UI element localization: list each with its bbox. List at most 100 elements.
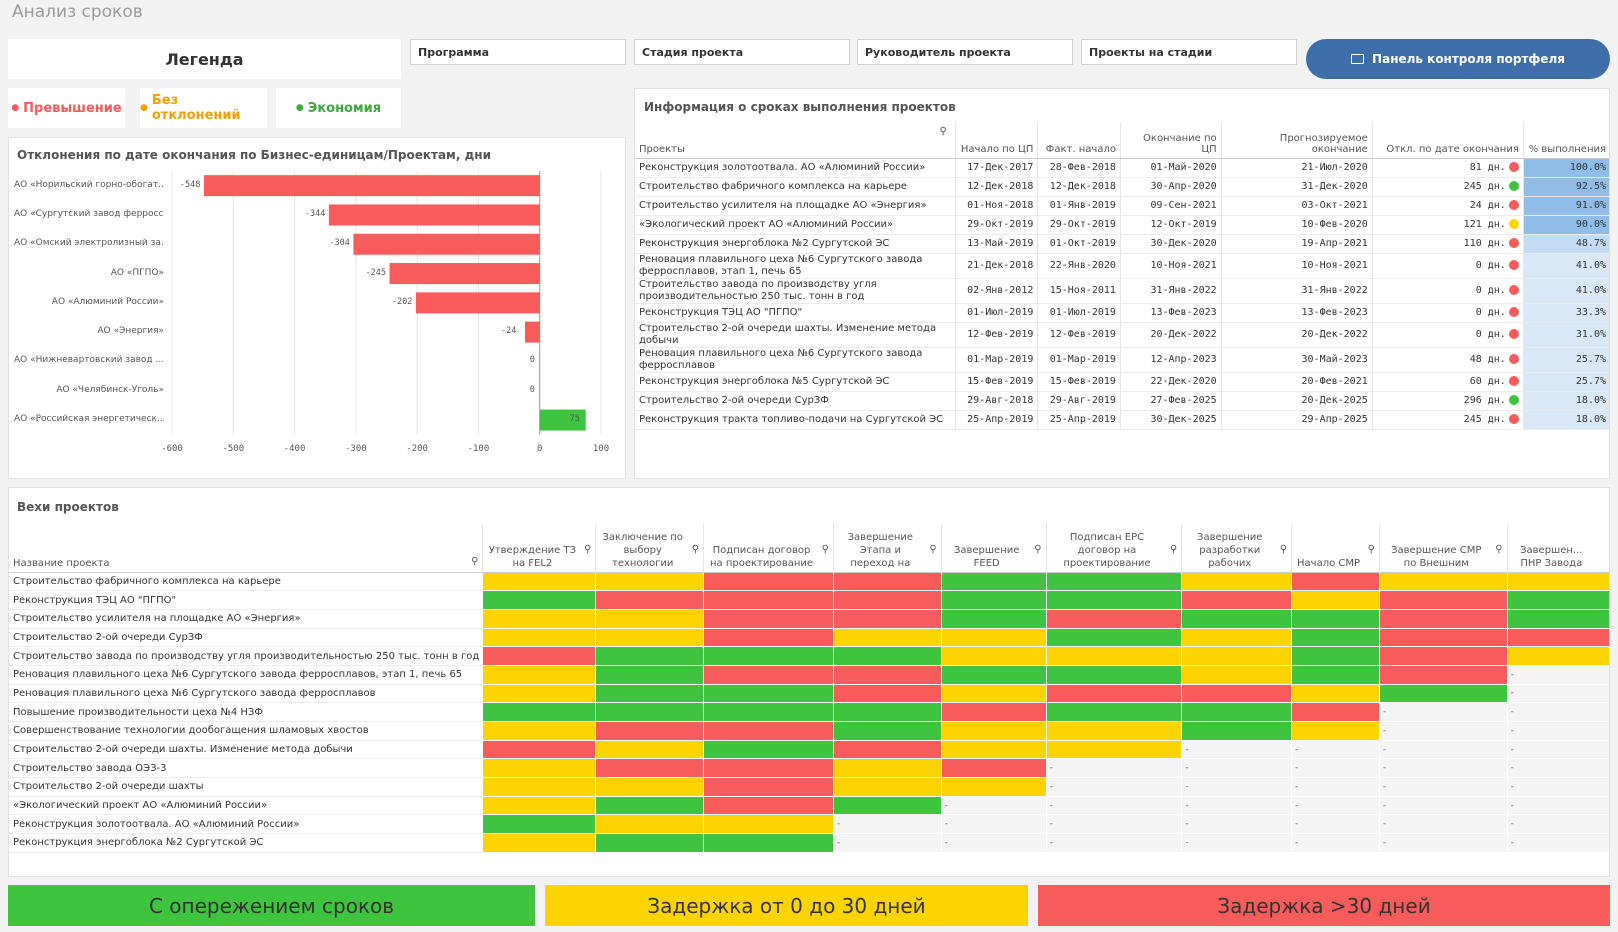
milestone-cell — [595, 833, 704, 853]
project-name-cell: Строительство 2-ой очереди шахты. Измене… — [9, 740, 483, 760]
table-row[interactable]: Строительство 2-ой очереди шахты. Измене… — [635, 322, 1609, 348]
table-cell: 12-Фев-2019 — [1037, 322, 1121, 348]
search-icon[interactable]: ⚲ — [691, 543, 700, 555]
filter-project-stage[interactable]: Стадия проекта — [634, 39, 850, 65]
project-name-cell: Реконструкция энергоблока №2 Сургутской … — [9, 833, 483, 853]
milestone-cell — [482, 721, 596, 741]
table-cell: 25-Апр-2019 — [1037, 410, 1121, 430]
col-milestone[interactable]: Завершение Этапа и переход на ⚲ — [832, 524, 942, 573]
milestone-cell: - — [1045, 814, 1182, 835]
table-cell: 29-Авг-2018 — [954, 391, 1038, 411]
table-cell: 01-Ноя-2018 — [954, 196, 1038, 216]
search-icon[interactable]: ⚲ — [1495, 543, 1503, 555]
table-row[interactable]: Строительство фабричного комплекса на ка… — [9, 572, 1609, 592]
bar[interactable] — [389, 263, 540, 285]
bar[interactable] — [328, 204, 540, 226]
table-cell: 30-Май-2023 — [1220, 347, 1373, 373]
deviation-cell: 245 дн. — [1371, 177, 1524, 197]
table-cell: 01-Янв-2019 — [1037, 196, 1121, 216]
milestone-cell — [595, 740, 704, 760]
table-row[interactable]: Реконструкция энергоблока №2 Сургутской … — [9, 833, 1609, 853]
table-row[interactable]: Реконструкция тракта топливо-подачи на С… — [635, 410, 1609, 430]
table-row[interactable]: «Экологический проект АО «Алюминий Росси… — [635, 215, 1609, 235]
bar[interactable] — [353, 233, 540, 255]
bar[interactable] — [415, 292, 540, 314]
search-icon[interactable]: ⚲ — [1034, 543, 1042, 555]
table-row[interactable]: Совершенствование технологии дообогащени… — [9, 721, 1609, 741]
col-milestone[interactable]: Начало СМР ⚲ — [1291, 524, 1380, 573]
search-icon[interactable]: ⚲ — [1279, 543, 1288, 555]
table-row[interactable]: Строительство 2-ой очереди СурЗФ 29-Авг-2… — [635, 391, 1609, 411]
table-row[interactable]: Строительство 2-ой очереди шахты - - - - - — [9, 777, 1609, 797]
table-row[interactable]: Строительство усилителя на площадке АО «… — [9, 609, 1609, 629]
milestone-cell — [1506, 628, 1609, 648]
col-start-plan[interactable]: Начало по ЦП — [954, 122, 1038, 159]
col-milestone[interactable]: Завершение FEED ⚲ — [940, 524, 1047, 573]
search-icon[interactable]: ⚲ — [583, 543, 592, 555]
monitor-icon — [1351, 54, 1365, 64]
table-row[interactable]: Строительство завода по производству угл… — [635, 278, 1609, 304]
table-row[interactable]: Реконструкция энергоблока №2 Сургутской … — [635, 234, 1609, 254]
table-row[interactable]: Повышение производительности цеха №4 НЗФ… — [9, 702, 1609, 722]
table-row[interactable]: Строительство завода по производству угл… — [9, 646, 1609, 666]
milestone-cell: - — [1181, 740, 1292, 760]
col-milestone[interactable]: Завершение СМР по Внешним ⚲ — [1378, 524, 1508, 573]
bar[interactable] — [539, 409, 586, 431]
table-row[interactable]: Строительство фабричного комплекса на ка… — [635, 177, 1609, 197]
table-cell: 10-Ноя-2021 — [1220, 253, 1373, 279]
col-milestone[interactable]: Подписан договор на проектирование ⚲ — [703, 524, 834, 573]
col-percent[interactable]: % выполнения — [1522, 122, 1609, 159]
table-row[interactable]: Реконструкция энергоблока №5 Сургутской … — [635, 372, 1609, 392]
table-row[interactable]: Реконструкция ТЭЦ АО "ПГПО" 01-Июл-2019 01… — [635, 303, 1609, 323]
col-milestone[interactable]: Заключение по выбору технологии ⚲ — [595, 524, 704, 573]
table-cell: 21-Июл-2020 — [1220, 158, 1373, 178]
milestone-cell — [1378, 590, 1508, 610]
table-row[interactable]: Реконструкция золотоотвала. АО «Алюминий… — [9, 814, 1609, 835]
bar[interactable] — [203, 175, 540, 197]
search-icon[interactable]: ⚲ — [939, 126, 947, 137]
table-row[interactable]: Реконструкция золотоотвала. АО «Алюминий… — [635, 158, 1609, 178]
table-row[interactable]: Строительство усилителя на площадке АО «… — [635, 196, 1609, 216]
col-milestone[interactable]: Завершен... ПНР Завода — [1506, 524, 1609, 573]
bar[interactable] — [525, 321, 540, 343]
table-row[interactable]: Реновация плавильного цеха №6 Сургутског… — [635, 347, 1609, 373]
col-start-fact[interactable]: Факт. начало — [1037, 122, 1121, 159]
filter-program[interactable]: Программа — [410, 39, 626, 65]
col-end-plan[interactable]: Окончание по ЦП — [1119, 122, 1222, 159]
table-row[interactable]: Строительство завода ОЭЗ-3- - - - - — [9, 758, 1609, 779]
portfolio-control-button[interactable]: Панель контроля портфеля — [1306, 39, 1610, 79]
milestone-cell: - — [1291, 796, 1380, 816]
col-project-name[interactable]: Название проекта ⚲ — [9, 524, 483, 573]
table-cell: 20-Дек-2022 — [1119, 322, 1222, 348]
filter-projects-on-stage[interactable]: Проекты на стадии — [1081, 39, 1297, 65]
milestone-cell — [595, 758, 704, 779]
table-row[interactable]: Строительство 2-ой очереди СурЗФ — [9, 628, 1609, 648]
milestone-cell — [703, 740, 834, 760]
search-icon[interactable]: ⚲ — [929, 543, 937, 555]
filter-project-manager[interactable]: Руководитель проекта — [857, 39, 1073, 65]
search-icon[interactable]: ⚲ — [821, 543, 829, 555]
table-cell: 01-Мар-2019 — [954, 347, 1038, 373]
milestone-cell — [940, 665, 1047, 685]
table-row[interactable]: Реновация плавильного цеха №6 Сургутског… — [635, 253, 1609, 279]
col-milestone[interactable]: Утверждение ТЗ на FEL2 ⚲ — [482, 524, 596, 573]
category-label: АО «Норильский горно-обогат... — [14, 179, 164, 190]
table-row[interactable]: Строительство 2-ой очереди шахты. Измене… — [9, 740, 1609, 760]
table-cell: 29-Апр-2025 — [1220, 410, 1373, 430]
search-icon[interactable]: ⚲ — [1367, 543, 1375, 555]
col-milestone[interactable]: Завершение разработки рабочих ⚲ — [1181, 524, 1292, 573]
data-label: -304 — [329, 238, 350, 249]
table-row[interactable]: Реновация плавильного цеха №6 Сургутског… — [9, 684, 1609, 704]
table-row[interactable]: Реконструкция ТЭЦ АО "ПГПО" — [9, 590, 1609, 610]
table-row[interactable]: Реновация плавильного цеха №6 Сургутског… — [9, 665, 1609, 685]
search-icon[interactable]: ⚲ — [1170, 543, 1178, 555]
table-row[interactable]: «Экологический проект АО «Алюминий Росси… — [9, 796, 1609, 816]
milestone-cell: - — [1506, 684, 1609, 704]
col-end-forecast[interactable]: Прогнозируемое окончание — [1220, 122, 1373, 159]
col-deviation[interactable]: Откл. по дате окончания — [1371, 122, 1524, 159]
col-milestone[interactable]: Подписан EPC договор на проектирование ⚲ — [1045, 524, 1182, 573]
col-projects[interactable]: Проекты ⚲ — [635, 122, 956, 159]
search-icon[interactable]: ⚲ — [471, 555, 479, 567]
milestone-cell: - — [1506, 721, 1609, 741]
table-cell: 31-Янв-2022 — [1119, 278, 1222, 304]
